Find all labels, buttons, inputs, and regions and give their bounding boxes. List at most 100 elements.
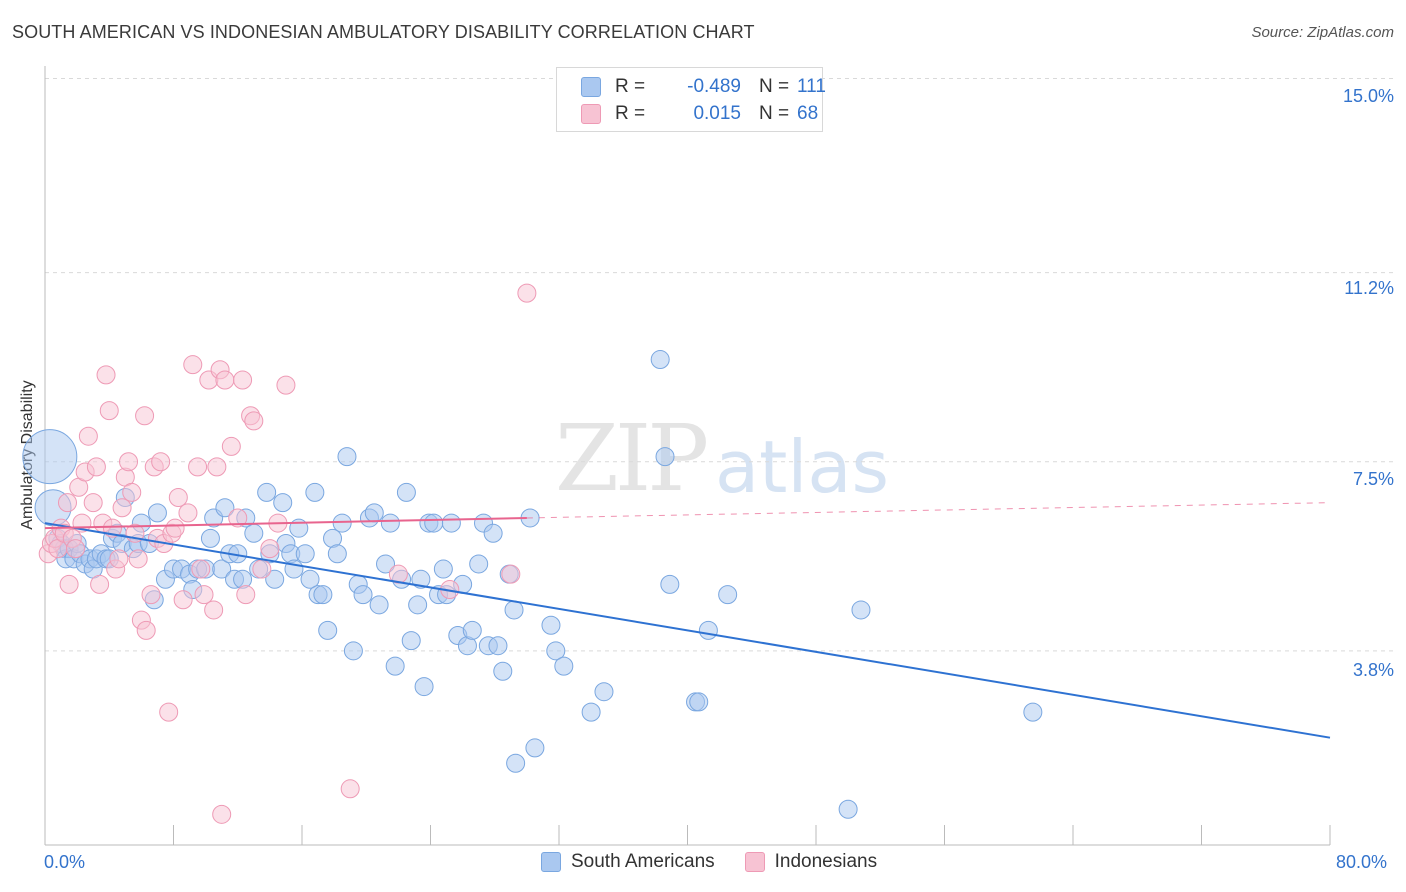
south-american-point [546,641,566,661]
south-american-point [343,641,363,661]
south-american-point [541,615,561,635]
south-american-point [265,569,285,589]
south-american-point [506,753,526,773]
indonesian-point [252,559,272,579]
south-american-point [396,482,416,502]
indonesian-point [207,457,227,477]
legend-item-indonesians[interactable]: Indonesians [744,851,878,873]
legend-item-south-americans[interactable]: South Americans [541,851,715,873]
indonesian-point [260,539,280,559]
legend-label-indonesians: Indonesians [774,851,878,872]
south-american-point [851,600,871,620]
south-american-point [408,595,428,615]
south-american-point [718,585,738,605]
indonesian-point [99,401,119,421]
indonesian-point [128,549,148,569]
south-american-point [212,559,232,579]
south-american-point [462,620,482,640]
y-tick-15: 15.0% [1342,86,1394,106]
indonesian-point [236,585,256,605]
indonesian-point [221,436,241,456]
indonesian-point [83,493,103,513]
indonesian-point [204,600,224,620]
legend-swatch-indonesians [744,852,765,872]
south-american-point [401,631,421,651]
indonesian-trendline [44,516,527,530]
indonesian-point [109,549,129,569]
south-american-point [411,569,431,589]
south-american-point [1023,702,1043,722]
legend-r-label: R = [615,76,646,97]
indonesian-point [173,590,193,610]
legend-n-label: N = [759,76,790,97]
south-american-point [364,503,384,523]
legend-n-value: 111 [797,76,826,97]
south-american-point [233,569,253,589]
legend-n-label: N = [759,103,790,124]
south-american-point [376,554,396,574]
south-american-point [655,447,675,467]
south-american-point [295,544,315,564]
indonesian-point [135,406,155,426]
south-american-point [215,498,235,518]
y-tick-11-2: 11.2% [1344,278,1394,298]
indonesian-point [122,482,142,502]
indonesian-point [168,488,188,508]
indonesian-point [141,585,161,605]
indonesian-point [90,574,110,594]
indonesian-point [388,564,408,584]
legend-swatch-indonesians [581,104,601,124]
indonesian-point [188,457,208,477]
indonesian-point [151,452,171,472]
south-american-point [660,574,680,594]
indonesian-point [233,370,253,390]
indonesian-point [165,518,185,538]
south-american-point [433,559,453,579]
south-american-point [200,528,220,548]
south-american-point [594,682,614,702]
legend-n-value: 68 [797,103,819,124]
indonesian-point [136,620,156,640]
south-american-point [493,661,513,681]
south-american-point [318,620,338,640]
indonesian-point [66,539,86,559]
indonesian-point [212,804,232,824]
indonesian-point [96,365,116,385]
south-american-point [327,544,347,564]
south-american-point [554,656,574,676]
south-american-point [581,702,601,722]
south-american-point [469,554,489,574]
chart-title: SOUTH AMERICAN VS INDONESIAN AMBULATORY … [12,22,755,42]
indonesian-point [501,564,521,584]
indonesian-point [119,452,139,472]
indonesian-trendline-extension [526,502,1331,519]
indonesian-point [191,559,211,579]
south-american-point [424,513,444,533]
south-american-point [525,738,545,758]
indonesian-point [244,411,264,431]
south-american-point [441,513,461,533]
south-american-point [838,799,858,819]
indonesian-point [78,426,98,446]
legend-swatch-south-americans [581,77,601,97]
indonesian-point [215,370,235,390]
indonesian-point [112,498,132,518]
legend-label-south-americans: South Americans [571,851,715,872]
south-american-point [414,677,434,697]
watermark-atlas: atlas [715,425,889,509]
south-american-point [504,600,524,620]
south-american-point [313,585,333,605]
watermark-zip: ZIP [555,405,709,512]
series-legend: South Americans Indonesians [541,851,907,873]
south-american-point [650,350,670,370]
south-american-point [380,513,400,533]
south-american-point [488,636,508,656]
south-american-point [353,585,373,605]
indonesian-point [57,493,77,513]
south-american-point [22,429,78,485]
south-american-point [147,503,167,523]
indonesian-point [228,508,248,528]
y-tick-3-8: 3.8% [1352,660,1394,680]
indonesian-point [159,702,179,722]
